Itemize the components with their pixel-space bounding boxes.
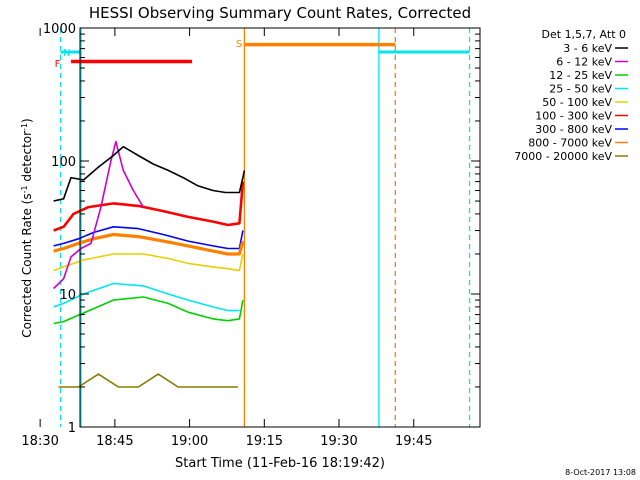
y-tick-label: 1000 xyxy=(43,22,76,37)
legend-label: 25 - 50 keV xyxy=(549,83,612,96)
legend-label: 300 - 800 keV xyxy=(535,123,612,136)
series-line xyxy=(58,373,238,388)
flag-label: S xyxy=(236,39,242,50)
series-line xyxy=(53,253,244,272)
x-tick-label: 19:30 xyxy=(320,434,357,449)
plot-area: NF S xyxy=(53,28,471,427)
series-line xyxy=(53,145,246,202)
legend-label: 50 - 100 keV xyxy=(542,96,612,109)
legend-label: 6 - 12 keV xyxy=(556,56,612,69)
series-line xyxy=(53,181,245,232)
series-line xyxy=(53,296,244,325)
x-axis-label: Start Time (11-Feb-16 18:19:42) xyxy=(175,456,385,471)
legend-header: Det 1,5,7, Att 0 xyxy=(542,28,626,41)
series-line xyxy=(53,140,144,290)
legend-label: 12 - 25 keV xyxy=(549,69,612,82)
x-tick-label: 18:45 xyxy=(96,434,133,449)
y-tick-label: 10 xyxy=(59,288,76,303)
chart-title: HESSI Observing Summary Count Rates, Cor… xyxy=(89,4,471,22)
footer-date: 8-Oct-2017 13:08 xyxy=(565,468,636,477)
legend-label: 3 - 6 keV xyxy=(563,42,612,55)
x-tick-label: 19:15 xyxy=(246,434,283,449)
plot-frame xyxy=(79,27,481,428)
flag-label: F xyxy=(55,59,61,70)
x-tick-label: 19:45 xyxy=(395,434,432,449)
axes: 18:30 18:45 19:00 19:15 19:30 19:45 1 10 100 1000 xyxy=(21,22,480,449)
series-line xyxy=(53,282,240,312)
x-tick-label: 18:30 xyxy=(21,434,58,449)
series-line xyxy=(53,232,245,256)
flag-label: N xyxy=(63,48,70,59)
series-line xyxy=(53,226,244,250)
y-tick-label: 100 xyxy=(51,155,76,170)
y-axis-label: Corrected Count Rate (s-1 detector-1) xyxy=(20,118,35,337)
legend-label: 100 - 300 keV xyxy=(535,110,612,123)
y-tick-label: 1 xyxy=(68,421,76,436)
legend-label: 800 - 7000 keV xyxy=(528,137,612,150)
legend-label: 7000 - 20000 keV xyxy=(514,150,612,163)
x-tick-label: 19:00 xyxy=(171,434,208,449)
